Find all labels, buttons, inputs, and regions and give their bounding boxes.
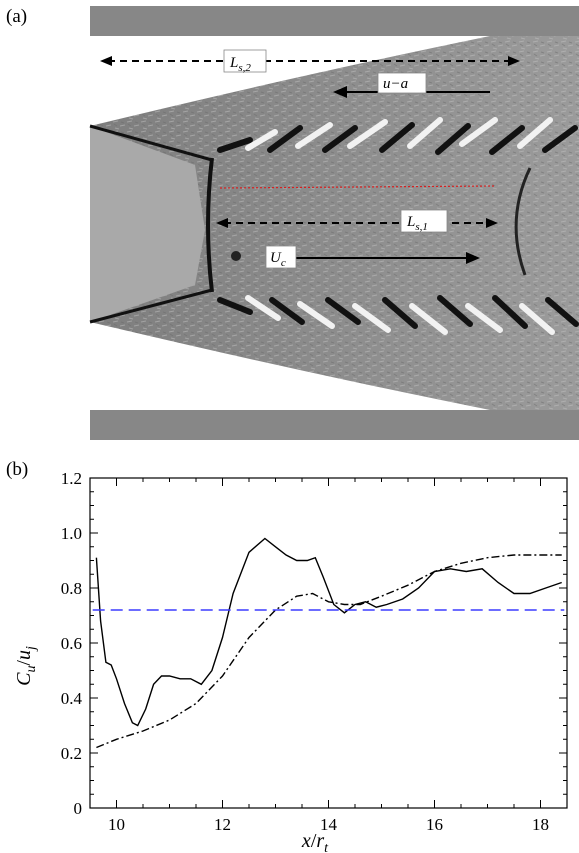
mach-disk [206, 157, 214, 293]
line-chart: 10 12 14 16 18 0 0.2 0.4 0.6 0.8 1.0 1.2 x/rt Cu/uj [13, 469, 568, 853]
shear-layer-upper [217, 117, 578, 155]
ambient-region-bottom [90, 322, 490, 410]
y-tick-label: 1.2 [61, 469, 82, 488]
y-tick-label: 0.6 [61, 634, 82, 653]
shock-upper [89, 124, 213, 162]
panel-a-label: (a) [6, 6, 28, 27]
y-axis-label: Cu/uj [13, 646, 39, 686]
top-plate [90, 6, 579, 36]
y-tick-label: 1.0 [61, 524, 82, 543]
plot-frame [89, 477, 568, 809]
ls1-label: Ls,1 [406, 214, 428, 233]
downstream-shock [514, 167, 532, 276]
x-tick-label: 14 [320, 815, 338, 834]
y-tick-label: 0 [74, 799, 83, 818]
y-tick-label: 0.4 [61, 689, 83, 708]
y-tick-label: 0.2 [61, 744, 82, 763]
x-tick-label: 10 [108, 815, 125, 834]
red-dotted-line [219, 185, 496, 189]
panel-b-label: (b) [6, 459, 29, 480]
uc-label: Uc [270, 250, 286, 269]
bottom-plate [90, 410, 579, 440]
y-tick-label: 0.8 [61, 579, 82, 598]
x-tick-label: 12 [214, 815, 231, 834]
ls2-label: Ls,2 [229, 55, 251, 74]
shock-lower [89, 288, 213, 324]
x-tick-label: 18 [532, 815, 549, 834]
x-tick-label: 16 [426, 815, 443, 834]
ls2-arrow [100, 56, 520, 66]
ambient-region-top [90, 36, 490, 126]
uc-arrow [296, 252, 480, 264]
flow-field-image: Ls,2 u−a Ls,1 Uc [89, 6, 579, 440]
series-line-solid [95, 537, 562, 727]
x-axis-label: x/rt [301, 830, 329, 853]
shear-layer-lower [217, 295, 579, 335]
ua-label: u−a [383, 76, 408, 92]
series-line-dash-dot [96, 554, 562, 749]
jet-core [90, 126, 205, 322]
vortex-dot [231, 251, 241, 261]
